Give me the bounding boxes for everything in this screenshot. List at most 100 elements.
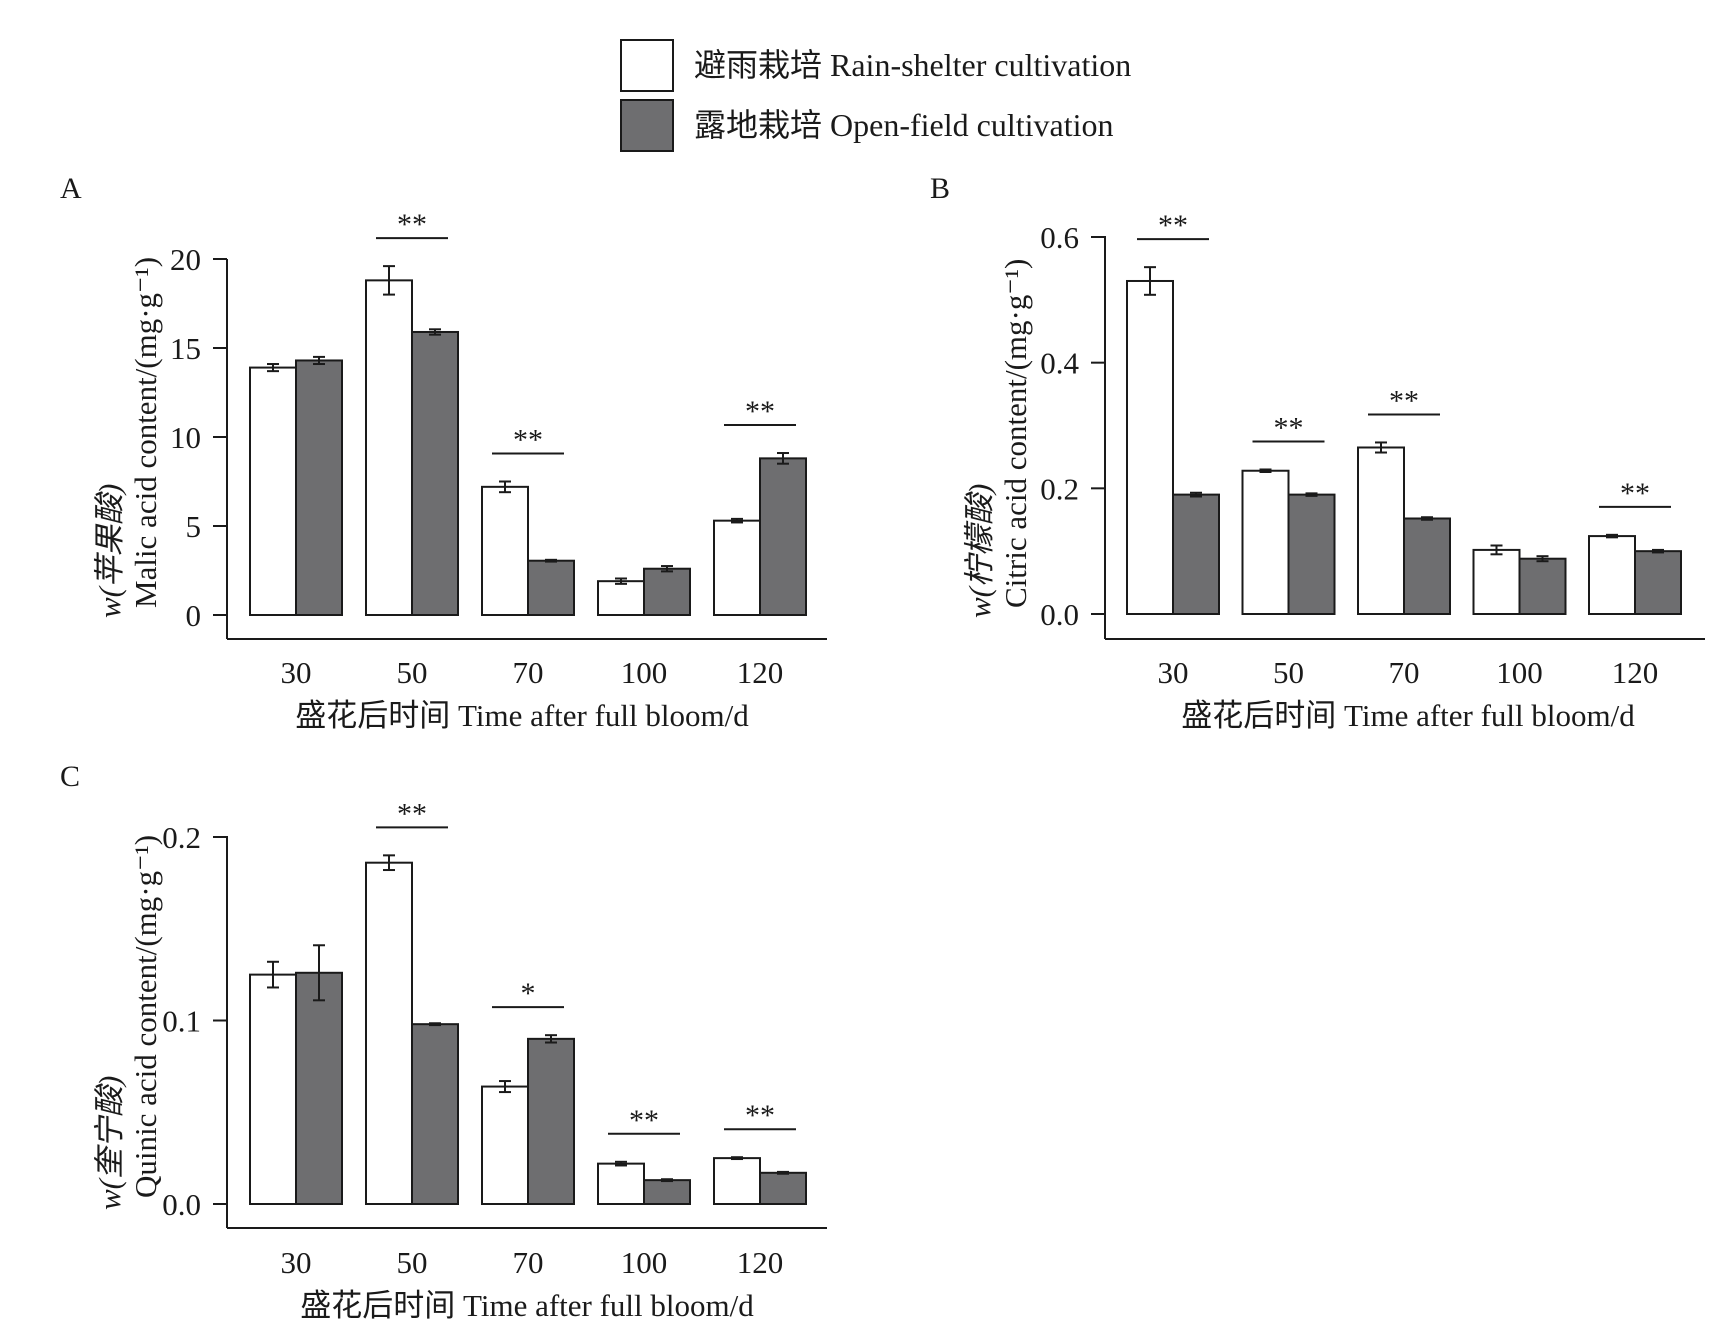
panel-label-b: B bbox=[930, 172, 950, 205]
x-tick-label-a-1: 50 bbox=[397, 655, 428, 690]
bars-b: ** ** ** ** bbox=[1126, 209, 1682, 616]
bar-b-s1-100 bbox=[1472, 548, 1521, 615]
significance-mark-c-70: * bbox=[521, 977, 536, 1010]
y-axis-title-c-line2: Quinic acid content/(mg·g⁻¹) bbox=[128, 835, 163, 1198]
x-ticks-a: 30 50 70 100 120 bbox=[281, 655, 784, 690]
bar-c-s2-120 bbox=[759, 1171, 807, 1206]
y-tick-label-b-2: 0.4 bbox=[1040, 346, 1079, 381]
bars-a: ** ** ** bbox=[249, 208, 807, 617]
bar-b-s1-120 bbox=[1588, 535, 1636, 615]
legend-label-open-field: 露地栽培 Open-field cultivation bbox=[694, 107, 1113, 143]
y-tick-label-b-3: 0.6 bbox=[1040, 220, 1079, 255]
bar-a-s2-120 bbox=[759, 457, 807, 616]
bar-b-s2-100 bbox=[1518, 557, 1567, 615]
y-tick-label-c-0: 0.0 bbox=[162, 1187, 201, 1222]
bar-b-s2-120 bbox=[1634, 550, 1682, 616]
bar-a-s2-50 bbox=[411, 330, 459, 616]
x-tick-label-b-2: 70 bbox=[1389, 655, 1420, 690]
bar-b-s2-50 bbox=[1287, 493, 1336, 615]
x-ticks-c: 30 50 70 100 120 bbox=[281, 1245, 784, 1280]
bar-a-s2-30 bbox=[295, 359, 343, 616]
y-tick-label-c-2: 0.2 bbox=[162, 820, 201, 855]
y-axis-title-c: w(奎宁酸) Quinic acid content/(mg·g⁻¹) bbox=[92, 835, 163, 1210]
x-tick-label-a-0: 30 bbox=[281, 655, 312, 690]
panel-label-a: A bbox=[60, 172, 82, 205]
bar-c-s1-50 bbox=[365, 861, 413, 1205]
y-tick-label-a-0: 0 bbox=[186, 598, 202, 633]
y-ticks-c: 0.0 0.1 0.2 bbox=[162, 820, 227, 1222]
y-tick-label-a-4: 20 bbox=[170, 242, 201, 277]
bar-a-s1-100 bbox=[597, 580, 645, 616]
significance-mark-b-70: ** bbox=[1389, 384, 1419, 417]
y-tick-label-c-1: 0.1 bbox=[162, 1004, 201, 1039]
bar-b-s2-70 bbox=[1403, 517, 1451, 616]
bars-c: ***** ** bbox=[249, 797, 807, 1206]
bar-c-s1-120 bbox=[713, 1157, 761, 1205]
significance-mark-a-50: ** bbox=[397, 208, 427, 241]
significance-mark-b-30: ** bbox=[1158, 209, 1188, 242]
bar-c-s1-30 bbox=[249, 973, 297, 1205]
x-tick-label-c-3: 100 bbox=[621, 1245, 668, 1280]
significance-mark-c-120: ** bbox=[745, 1099, 775, 1132]
bar-c-s2-30 bbox=[295, 971, 343, 1205]
bar-c-s1-100 bbox=[597, 1162, 645, 1206]
panel-a: A w(苹果酸) Malic acid content/(mg·g⁻¹) 0 5 1… bbox=[60, 172, 827, 733]
bar-b-s1-70 bbox=[1357, 446, 1405, 615]
y-ticks-b: 0.0 0.2 0.4 0.6 bbox=[1040, 220, 1105, 632]
x-tick-label-a-4: 120 bbox=[737, 655, 784, 690]
x-ticks-b: 30 50 70 100 120 bbox=[1158, 655, 1659, 690]
y-tick-label-a-2: 10 bbox=[170, 420, 201, 455]
panel-c: C w(奎宁酸) Quinic acid content/(mg·g⁻¹) 0.… bbox=[60, 760, 827, 1323]
significance-mark-c-50: ** bbox=[397, 797, 427, 830]
x-axis-title-a: 盛花后时间 Time after full bloom/d bbox=[295, 698, 749, 733]
y-tick-label-a-3: 15 bbox=[170, 331, 201, 366]
panel-b: B w(柠檬酸) Citric acid content/(mg·g⁻¹) 0.… bbox=[930, 172, 1705, 733]
x-axis-title-b: 盛花后时间 Time after full bloom/d bbox=[1181, 698, 1635, 733]
y-tick-label-b-0: 0.0 bbox=[1040, 597, 1079, 632]
panel-label-c: C bbox=[60, 760, 80, 793]
x-tick-label-b-0: 30 bbox=[1158, 655, 1189, 690]
x-tick-label-c-0: 30 bbox=[281, 1245, 312, 1280]
bar-b-s1-30 bbox=[1126, 279, 1174, 615]
significance-mark-b-50: ** bbox=[1274, 411, 1304, 444]
x-tick-label-c-2: 70 bbox=[513, 1245, 544, 1280]
y-axis-title-a-line1: w(苹果酸) bbox=[92, 484, 127, 618]
y-tick-label-a-1: 5 bbox=[186, 509, 202, 544]
y-ticks-a: 0 5 10 15 20 bbox=[170, 242, 227, 633]
y-axis-title-c-line1: w(奎宁酸) bbox=[92, 1076, 127, 1210]
significance-mark-b-120: ** bbox=[1620, 477, 1650, 510]
bar-a-s1-120 bbox=[713, 519, 761, 616]
bar-a-s2-100 bbox=[643, 567, 691, 616]
legend-label-rain-shelter: 避雨栽培 Rain-shelter cultivation bbox=[694, 47, 1131, 83]
bar-b-s1-50 bbox=[1241, 469, 1290, 615]
x-tick-label-b-4: 120 bbox=[1612, 655, 1659, 690]
y-axis-title-b-line2: Citric acid content/(mg·g⁻¹) bbox=[998, 259, 1033, 608]
y-axis-title-a: w(苹果酸) Malic acid content/(mg·g⁻¹) bbox=[92, 257, 163, 618]
bar-a-s1-70 bbox=[481, 485, 529, 616]
y-axis-title-a-line2: Malic acid content/(mg·g⁻¹) bbox=[128, 257, 163, 608]
bar-a-s1-30 bbox=[249, 366, 297, 616]
y-tick-label-b-1: 0.2 bbox=[1040, 471, 1079, 506]
bar-c-s2-70 bbox=[527, 1037, 575, 1205]
x-axis-title-c: 盛花后时间 Time after full bloom/d bbox=[300, 1288, 754, 1323]
bar-a-s2-70 bbox=[527, 559, 575, 617]
x-tick-label-c-4: 120 bbox=[737, 1245, 784, 1280]
bar-a-s1-50 bbox=[365, 279, 413, 616]
bar-b-s2-30 bbox=[1172, 493, 1220, 615]
x-tick-label-c-1: 50 bbox=[397, 1245, 428, 1280]
legend-swatch-rain-shelter bbox=[620, 39, 674, 92]
x-tick-label-a-2: 70 bbox=[513, 655, 544, 690]
bar-c-s2-100 bbox=[643, 1179, 691, 1206]
significance-mark-a-70: ** bbox=[513, 424, 543, 457]
x-tick-label-a-3: 100 bbox=[621, 655, 668, 690]
x-tick-label-b-1: 50 bbox=[1273, 655, 1304, 690]
bar-c-s1-70 bbox=[481, 1085, 529, 1206]
significance-mark-a-120: ** bbox=[745, 395, 775, 428]
y-axis-title-b-line1: w(柠檬酸) bbox=[962, 484, 997, 618]
legend: 避雨栽培 Rain-shelter cultivation 露地栽培 Open-… bbox=[620, 39, 1131, 152]
legend-swatch-open-field bbox=[620, 99, 674, 152]
x-tick-label-b-3: 100 bbox=[1496, 655, 1543, 690]
significance-mark-c-100: ** bbox=[629, 1104, 659, 1137]
y-axis-title-b: w(柠檬酸) Citric acid content/(mg·g⁻¹) bbox=[962, 259, 1033, 618]
